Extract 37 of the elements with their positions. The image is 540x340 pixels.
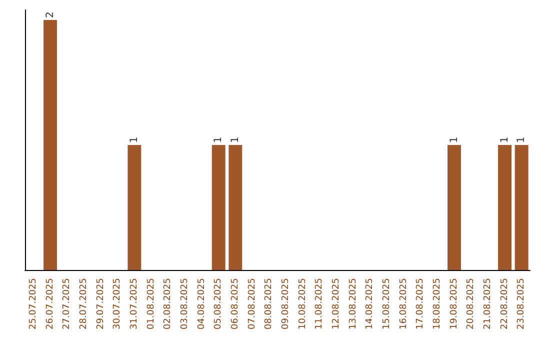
x-tick-label: 12.08.2025 — [331, 278, 342, 330]
x-tick-label: 17.08.2025 — [416, 278, 426, 330]
x-tick-label: 09.08.2025 — [280, 278, 291, 330]
x-tick-label: 20.08.2025 — [466, 278, 476, 330]
data-label: 1 — [213, 136, 224, 143]
data-label: 1 — [516, 136, 528, 143]
data-label: 2 — [44, 12, 56, 18]
x-tick-label: 06.08.2025 — [230, 278, 240, 330]
x-tick-label: 25.07.2025 — [28, 278, 38, 330]
x-tick-label: 01.08.2025 — [146, 278, 156, 330]
x-tick-label: 28.07.2025 — [78, 278, 89, 330]
x-tick-label: 11.08.2025 — [314, 278, 325, 330]
x-tick-label: 07.08.2025 — [247, 278, 258, 330]
x-tick-label: 26.07.2025 — [45, 278, 56, 330]
data-label: 1 — [499, 136, 510, 143]
x-tick-label: 18.08.2025 — [432, 278, 442, 330]
x-tick-label: 19.08.2025 — [449, 278, 460, 330]
x-tick-label: 31.07.2025 — [129, 278, 140, 330]
x-tick-label: 10.08.2025 — [298, 278, 308, 330]
x-tick-label: 29.07.2025 — [96, 278, 106, 330]
x-tick-label: 15.08.2025 — [382, 278, 392, 330]
x-tick-label: 16.08.2025 — [398, 278, 409, 330]
x-tick-label: 22.08.2025 — [500, 278, 510, 330]
x-tick-label: 05.08.2025 — [214, 278, 224, 330]
data-label: 1 — [230, 136, 241, 143]
data-label: 1 — [128, 136, 140, 143]
x-tick-label: 03.08.2025 — [180, 278, 190, 330]
x-tick-label: 23.08.2025 — [516, 278, 527, 330]
x-tick-label: 08.08.2025 — [264, 278, 274, 330]
data-label: 1 — [448, 136, 460, 143]
x-tick-label: 13.08.2025 — [348, 278, 358, 330]
x-tick-label: 27.07.2025 — [62, 278, 72, 330]
x-tick-label: 02.08.2025 — [163, 278, 174, 330]
x-tick-label: 04.08.2025 — [196, 278, 207, 330]
x-tick-label: 14.08.2025 — [365, 278, 376, 330]
x-tick-label: 21.08.2025 — [482, 278, 493, 330]
x-tick-label: 30.07.2025 — [112, 278, 123, 330]
